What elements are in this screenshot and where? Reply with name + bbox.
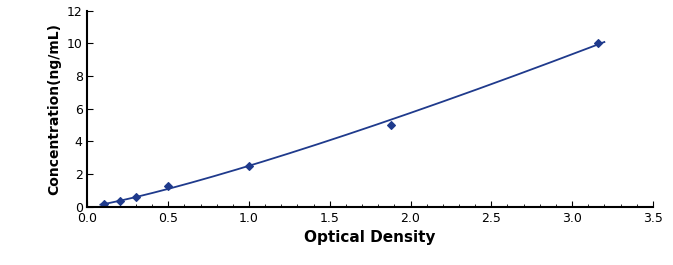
Y-axis label: Concentration(ng/mL): Concentration(ng/mL)	[47, 23, 61, 195]
X-axis label: Optical Density: Optical Density	[304, 230, 436, 245]
